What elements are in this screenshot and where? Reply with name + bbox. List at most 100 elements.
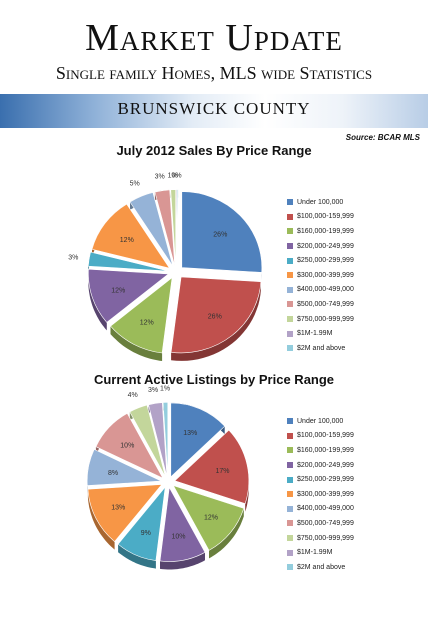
pie-data-label: 0%	[172, 172, 182, 179]
listings-legend: Under 100,000 $100,000-159,999 $160,000-19…	[287, 414, 354, 575]
pie-data-label: 5%	[130, 180, 140, 187]
pie-slice	[162, 402, 169, 477]
legend-label: $160,000-199,999	[297, 227, 354, 235]
pie-data-label: 13%	[183, 430, 197, 437]
pie-slice	[110, 276, 173, 354]
legend-label: $100,000-159,999	[297, 432, 354, 440]
pie-slice-side	[110, 326, 163, 361]
legend-item: $500,000-749,999	[287, 297, 354, 312]
legend-swatch	[287, 418, 293, 425]
pie-data-label: 4%	[128, 392, 138, 399]
pie-slice	[129, 192, 174, 267]
pie-slice	[87, 251, 169, 272]
legend-swatch	[287, 301, 293, 308]
legend-label: Under 100,000	[297, 198, 344, 206]
legend-swatch	[287, 549, 293, 556]
listings-chart-title: Current Active Listings by Price Range	[93, 372, 335, 387]
legend-item: $400,000-499,000	[287, 502, 354, 517]
legend-item: Under 100,000	[287, 414, 354, 429]
listings-pie-chart: 13% 17% 12% 10% 9% 13% 8% 10% 4% 3% 1%	[86, 386, 250, 570]
pie-slice	[174, 429, 250, 504]
pie-slice	[170, 402, 226, 478]
pie-slice	[117, 486, 166, 561]
legend-item: $100,000-159,999	[287, 210, 354, 225]
legend-swatch	[287, 462, 293, 469]
pie-data-label: 3%	[155, 174, 165, 181]
pie-slice-side	[209, 508, 244, 559]
legend-swatch	[287, 272, 293, 279]
legend-swatch	[287, 476, 293, 483]
legend-item: $2M and above	[287, 560, 354, 575]
legend-label: $250,000-299,999	[297, 257, 354, 265]
legend-label: $400,000-499,000	[297, 286, 354, 294]
pie-slice-side	[160, 552, 205, 570]
legend-item: $750,000-999,999	[287, 531, 354, 546]
pie-data-label: 3%	[148, 387, 158, 394]
pie-data-label: 9%	[141, 530, 151, 537]
legend-swatch	[287, 228, 293, 235]
pie-slice	[170, 189, 176, 266]
pie-slice	[88, 268, 170, 323]
pie-slice	[86, 449, 162, 486]
sales-pie-chart: 26%26%12%12%3%12%5%3% 1%0%	[68, 172, 263, 361]
pie-slice	[95, 412, 164, 479]
pie-slice	[91, 203, 171, 269]
pie-slice	[170, 276, 262, 354]
legend-item: $750,000-999,999	[287, 312, 354, 327]
legend-item: $100,000-159,999	[287, 429, 354, 444]
pie-data-label: 12%	[120, 237, 134, 244]
pie-slice-side	[87, 489, 115, 550]
legend-item: $250,000-299,999	[287, 472, 354, 487]
pie-data-label: 12%	[140, 320, 154, 327]
pie-data-label: 26%	[208, 314, 222, 321]
pie-slice-side	[88, 269, 107, 331]
legend-item: $500,000-749,999	[287, 516, 354, 531]
pie-data-label: 10%	[171, 534, 185, 541]
legend-item: $1M-1.99M	[287, 545, 354, 560]
pie-slice	[175, 189, 179, 266]
pie-slice	[181, 191, 263, 273]
sales-legend: Under 100,000 $100,000-159,999 $160,000-19…	[287, 195, 354, 356]
legend-label: $750,000-999,999	[297, 534, 354, 542]
sales-chart-title: July 2012 Sales By Price Range	[116, 143, 312, 158]
legend-label: $100,000-159,999	[297, 213, 354, 221]
legend-item: $300,000-399,999	[287, 487, 354, 502]
legend-label: $200,000-249,999	[297, 461, 354, 469]
legend-label: $250,000-299,999	[297, 476, 354, 484]
pie-data-label: 8%	[108, 470, 118, 477]
pie-data-label: 12%	[204, 515, 218, 522]
legend-label: $2M and above	[297, 563, 346, 571]
legend-swatch	[287, 199, 293, 206]
legend-swatch	[287, 432, 293, 439]
source-note: Source: BCAR MLS	[345, 133, 420, 142]
pie-slice	[129, 404, 166, 477]
county-banner	[0, 94, 428, 128]
legend-swatch	[287, 213, 293, 220]
legend-label: $500,000-749,999	[297, 300, 354, 308]
pie-data-label: 3%	[68, 255, 78, 262]
legend-label: $1M-1.99M	[297, 549, 333, 557]
legend-swatch	[287, 447, 293, 454]
legend-item: $250,000-299,999	[287, 253, 354, 268]
legend-item: $400,000-499,000	[287, 283, 354, 298]
legend-swatch	[287, 535, 293, 542]
legend-label: Under 100,000	[297, 417, 344, 425]
pie-data-label: 1%	[168, 172, 178, 179]
legend-label: $300,000-399,999	[297, 271, 354, 279]
legend-item: $2M and above	[287, 341, 354, 356]
pie-slice-side	[118, 544, 156, 569]
pie-data-label: 26%	[213, 231, 227, 238]
pie-data-label: 10%	[120, 443, 134, 450]
legend-item: $160,000-199,999	[287, 224, 354, 239]
legend-swatch	[287, 286, 293, 293]
legend-swatch	[287, 345, 293, 352]
legend-item: $200,000-249,999	[287, 239, 354, 254]
legend-swatch	[287, 505, 293, 512]
pie-slice	[87, 484, 163, 543]
legend-item: $300,000-399,999	[287, 268, 354, 283]
legend-label: $400,000-499,000	[297, 505, 354, 513]
legend-item: $160,000-199,999	[287, 443, 354, 458]
legend-label: $500,000-749,999	[297, 519, 354, 527]
legend-swatch	[287, 520, 293, 527]
page-title: Market Update	[85, 17, 343, 59]
